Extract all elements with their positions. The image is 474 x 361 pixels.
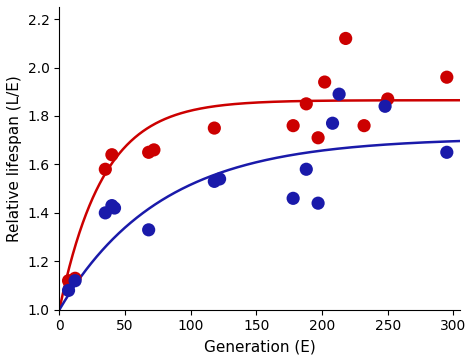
Point	[216, 176, 223, 182]
Point	[108, 152, 116, 158]
Point	[443, 74, 451, 80]
Y-axis label: Relative lifespan (L/E): Relative lifespan (L/E)	[7, 75, 22, 242]
Point	[335, 91, 343, 97]
Point	[111, 205, 118, 211]
Point	[302, 166, 310, 172]
Point	[145, 227, 153, 233]
Point	[210, 125, 218, 131]
Point	[314, 135, 322, 141]
Point	[101, 210, 109, 216]
Point	[342, 35, 349, 41]
Point	[71, 278, 79, 284]
Point	[101, 166, 109, 172]
Point	[384, 96, 392, 102]
Point	[108, 203, 116, 209]
Point	[360, 123, 368, 129]
Point	[302, 101, 310, 107]
Point	[150, 147, 158, 153]
Point	[289, 195, 297, 201]
Point	[71, 275, 79, 281]
Point	[329, 120, 337, 126]
Point	[381, 103, 389, 109]
Point	[321, 79, 328, 85]
Point	[314, 200, 322, 206]
Point	[443, 149, 451, 155]
Point	[210, 178, 218, 184]
X-axis label: Generation (E): Generation (E)	[204, 339, 316, 354]
Point	[65, 287, 73, 293]
Point	[289, 123, 297, 129]
Point	[65, 278, 73, 284]
Point	[145, 149, 153, 155]
